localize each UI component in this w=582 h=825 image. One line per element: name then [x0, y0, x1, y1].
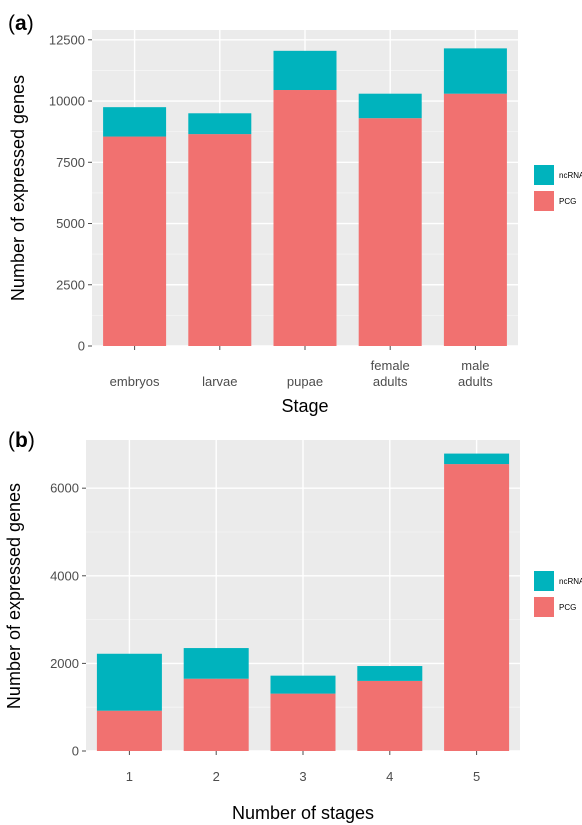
x-tick-label: larvae	[202, 374, 237, 389]
legend-label-pcg: PCG	[559, 603, 576, 612]
panel-label: (b)	[8, 429, 35, 452]
legend-label-ncrna: ncRNA	[559, 577, 582, 586]
bar-pcg-5	[443, 93, 507, 346]
bar-ncrna-4	[358, 93, 422, 119]
panel-label: (a)	[8, 12, 34, 35]
bar-pcg-1	[103, 136, 167, 346]
y-tick-label: 2000	[50, 656, 79, 671]
x-tick-label: 1	[126, 769, 133, 784]
legend: ncRNA PCG	[534, 571, 582, 617]
y-tick-label: 12500	[49, 32, 85, 47]
x-tick-label: adults	[373, 374, 408, 389]
x-tick-label: female	[371, 358, 410, 373]
chart-panel-b: 0 2000 4000 6000 1 2 3 4 5 Number of stages Number…	[4, 429, 582, 823]
y-tick-label: 5000	[56, 216, 85, 231]
bar-ncrna-5	[443, 48, 507, 94]
bar-ncrna-5	[444, 453, 510, 465]
x-axis-title: Number of stages	[232, 803, 374, 823]
legend-key-pcg	[534, 597, 554, 617]
legend: ncRNA PCG	[534, 165, 582, 211]
panel-label-open-paren: (	[8, 429, 15, 452]
x-axis-title: Stage	[281, 396, 328, 416]
bar-pcg-1	[96, 710, 162, 751]
legend-key-pcg	[534, 191, 554, 211]
y-tick-label: 2500	[56, 277, 85, 292]
y-axis-title: Number of expressed genes	[8, 75, 28, 301]
bar-ncrna-2	[183, 648, 249, 679]
y-tick-label: 10000	[49, 94, 85, 109]
bar-ncrna-3	[270, 675, 336, 694]
legend-label-ncrna: ncRNA	[559, 171, 582, 180]
bar-pcg-4	[358, 118, 422, 347]
y-tick-label: 0	[72, 744, 79, 759]
bar-pcg-2	[183, 678, 249, 751]
bar-pcg-5	[444, 464, 510, 751]
x-tick-label: embryos	[110, 374, 160, 389]
panel-label-open-paren: (	[8, 12, 15, 35]
y-tick-label: 4000	[50, 568, 79, 583]
bar-pcg-3	[273, 90, 337, 346]
x-tick-label: 4	[386, 769, 393, 784]
bar-ncrna-1	[103, 107, 167, 137]
legend-key-ncrna	[534, 571, 554, 591]
x-tick-label: male	[461, 358, 489, 373]
legend-label-pcg: PCG	[559, 197, 576, 206]
panel-label-close-paren: )	[28, 429, 35, 452]
x-tick-label: pupae	[287, 374, 323, 389]
bar-pcg-3	[270, 693, 336, 751]
bar-pcg-2	[188, 134, 252, 346]
x-tick-label: 2	[213, 769, 220, 784]
panel-label-letter: b	[15, 429, 28, 452]
x-tick-label: adults	[458, 374, 493, 389]
bar-ncrna-1	[96, 653, 162, 711]
bar-ncrna-3	[273, 50, 337, 91]
bar-pcg-4	[357, 680, 423, 751]
x-tick-label: 5	[473, 769, 480, 784]
panel-label-close-paren: )	[27, 12, 34, 35]
y-tick-label: 6000	[50, 481, 79, 496]
bar-ncrna-2	[188, 113, 252, 135]
y-tick-label: 0	[78, 339, 85, 354]
bar-ncrna-4	[357, 666, 423, 681]
x-tick-label: 3	[299, 769, 306, 784]
legend-key-ncrna	[534, 165, 554, 185]
panel-label-letter: a	[15, 12, 27, 35]
y-axis-title: Number of expressed genes	[4, 483, 24, 709]
y-tick-label: 7500	[56, 155, 85, 170]
chart-panel-a: 0 2500 5000 7500 10000 12500 embryos larvae pupa…	[8, 12, 582, 416]
